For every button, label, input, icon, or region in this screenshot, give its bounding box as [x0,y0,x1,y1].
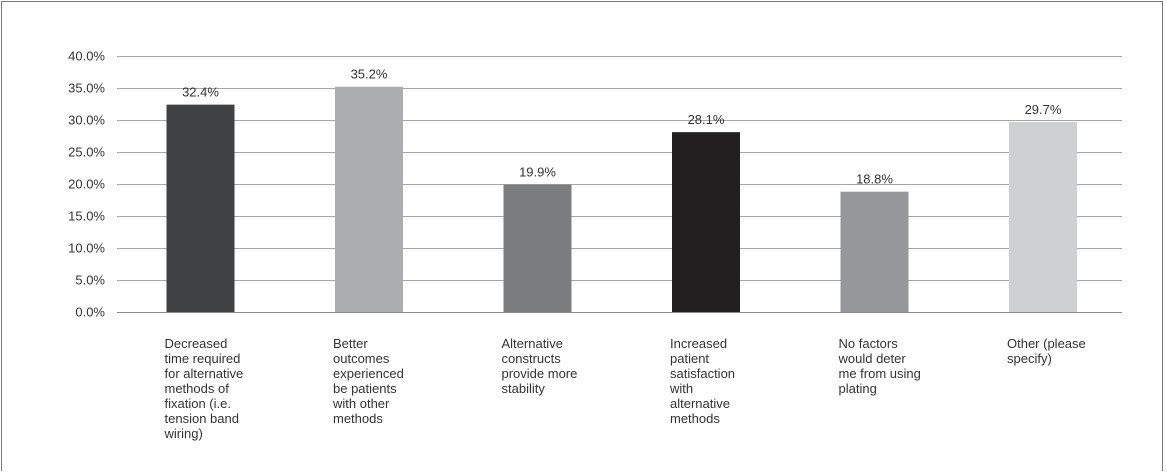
value-labels: 32.4% 35.2% 19.9% 28.1% 18.8% 29.7% [182,67,1062,187]
bar [335,86,403,312]
bar-value-label: 19.9% [519,165,556,180]
y-axis-ticks: 0.0% 5.0% 10.0% 15.0% 20.0% 25.0% 30.0% 35.0% 40… [68,49,105,320]
y-tick-label: 35.0% [68,81,105,96]
gridlines [117,56,1122,313]
bar-value-label: 35.2% [351,67,388,82]
bar [840,191,909,312]
bar-value-label: 29.7% [1025,102,1062,117]
x-category-label: No factors would deter me from using pla… [838,336,921,396]
bars [166,86,1077,312]
bar-value-label: 18.8% [856,172,893,187]
x-category-label: Alternative constructs provide more stab… [501,336,578,396]
x-category-label: Decreased time required for alternative … [164,336,244,441]
bar [672,132,740,312]
y-tick-label: 0.0% [75,305,105,320]
bar [1009,121,1077,312]
bar-value-label: 32.4% [182,85,219,100]
y-tick-label: 5.0% [75,273,105,288]
bar [166,104,235,312]
y-tick-label: 15.0% [68,209,105,224]
x-category-label: Increased patient satisfaction with alte… [670,336,736,426]
x-category-label: Other (please specify) [1007,336,1086,366]
y-tick-label: 25.0% [68,145,105,160]
y-tick-label: 30.0% [68,113,105,128]
y-tick-label: 20.0% [68,177,105,192]
x-category-label: Better outcomes experienced be patients … [333,336,404,426]
y-tick-label: 10.0% [68,241,105,256]
bar [503,184,572,312]
y-tick-label: 40.0% [68,49,105,64]
bar-value-label: 28.1% [688,112,725,127]
